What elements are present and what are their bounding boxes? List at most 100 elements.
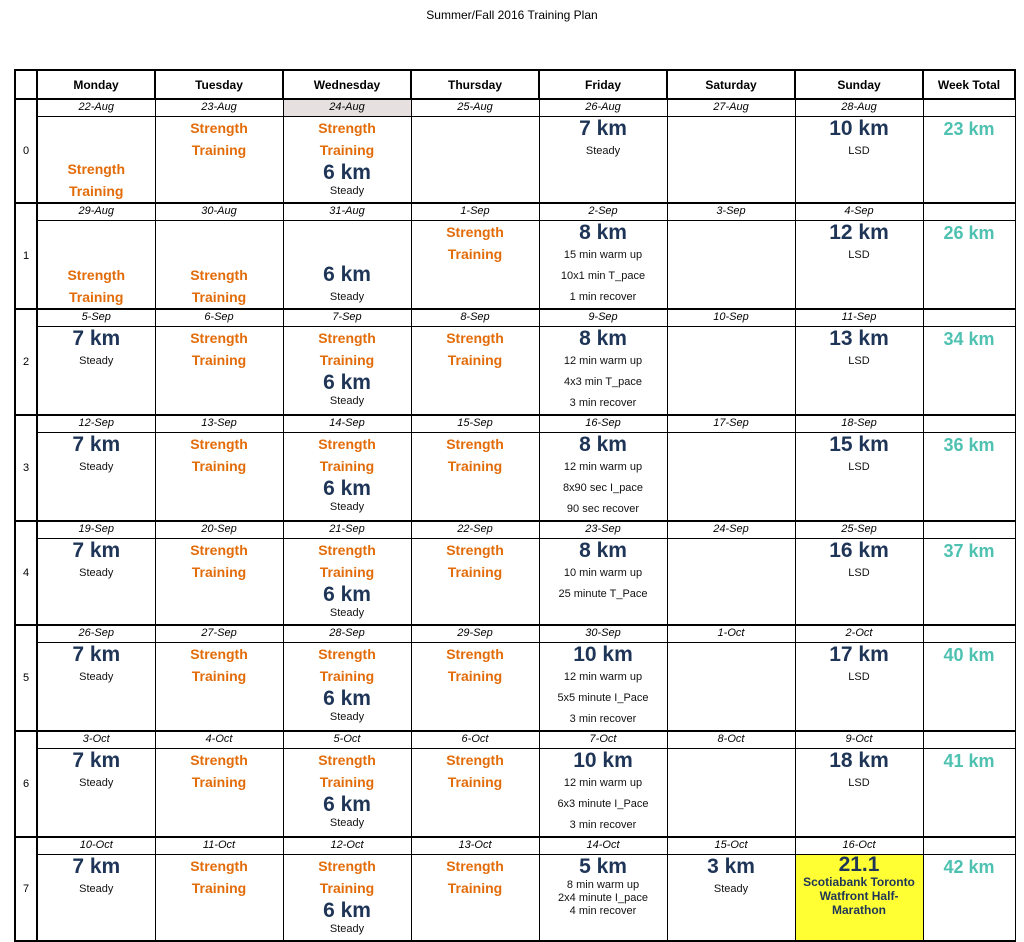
date-cell: 11-Sep xyxy=(794,308,924,327)
workout-cell: 3 km Steady xyxy=(666,854,796,942)
distance: 6 km xyxy=(323,793,371,816)
total-date-spacer xyxy=(922,98,1016,117)
workout-content: Strength Training 6 km Steady xyxy=(284,327,410,408)
strength-training-label: Strength xyxy=(318,858,376,874)
total-date-spacer xyxy=(922,308,1016,327)
strength-training-label: Training xyxy=(447,774,503,790)
workout-content: Strength Training xyxy=(156,117,282,161)
strength-training-label: Training xyxy=(319,458,375,474)
week-number: 5 xyxy=(14,624,38,732)
strength-training-label: Strength xyxy=(446,224,504,240)
date-cell: 4-Oct xyxy=(154,730,284,749)
workout-detail: 3 min recover xyxy=(569,819,637,831)
strength-training-label: Training xyxy=(191,289,247,305)
workout-cell: 10 km LSD xyxy=(794,116,924,204)
workout-content: 7 km Steady xyxy=(38,539,154,584)
race-name: Marathon xyxy=(832,903,886,917)
distance: 16 km xyxy=(829,539,889,562)
workout-content: Strength Training 6 km Steady xyxy=(284,117,410,198)
total-date-spacer xyxy=(922,202,1016,221)
workout-cell: Strength Training xyxy=(36,220,156,310)
distance: 6 km xyxy=(323,161,371,184)
date-cell: 25-Sep xyxy=(794,520,924,539)
date-cell: 30-Sep xyxy=(538,624,668,643)
workout-detail: Steady xyxy=(79,883,114,895)
race-distance: 21.1 xyxy=(838,854,880,876)
date-cell: 18-Sep xyxy=(794,414,924,433)
workout-row: 7 km Steady Strength Training Strength Traini… xyxy=(15,642,1016,732)
workout-content: 7 km Steady xyxy=(38,327,154,372)
date-cell: 23-Aug xyxy=(154,98,284,117)
date-cell: 22-Aug xyxy=(36,98,156,117)
workout-detail: 3 min recover xyxy=(569,713,637,725)
workout-detail: Steady xyxy=(329,395,365,407)
distance: 13 km xyxy=(829,327,889,350)
date-row: 1 29-Aug 30-Aug 31-Aug 1-Sep 2-Sep 3-Sep 4-Sep xyxy=(14,202,1016,310)
date-cell: 15-Oct xyxy=(666,836,796,855)
workout-cell: 6 km Steady xyxy=(282,220,412,310)
workout-cell: Strength Training xyxy=(410,748,540,838)
date-cell: 5-Oct xyxy=(282,730,412,749)
workout-detail: 12 min warm up xyxy=(563,461,643,473)
workout-content: Strength Training xyxy=(412,539,538,583)
workout-detail: 15 min warm up xyxy=(563,249,643,261)
workout-content: 12 km LSD xyxy=(796,221,922,266)
strength-training-label: Strength xyxy=(318,542,376,558)
training-plan-table: Monday Tuesday Wednesday Thursday Friday… xyxy=(14,69,1016,942)
strength-training-label: Training xyxy=(447,668,503,684)
workout-detail: 12 min warm up xyxy=(563,671,643,683)
distance: 17 km xyxy=(829,643,889,666)
workout-detail: 5x5 minute I_Pace xyxy=(557,692,649,704)
date-cell: 25-Aug xyxy=(410,98,540,117)
date-cell: 14-Sep xyxy=(282,414,412,433)
strength-training-label: Strength xyxy=(190,267,248,283)
workout-cell xyxy=(410,116,540,204)
workout-cell: Strength Training xyxy=(154,220,284,310)
week-total: 41 km xyxy=(943,751,995,771)
distance: 6 km xyxy=(323,687,371,710)
workout-cell: 8 km 12 min warm up 8x90 sec I_pace 90 sec … xyxy=(538,432,668,522)
week-total-cell: 37 km xyxy=(922,538,1016,626)
workout-content: 16 km LSD xyxy=(796,539,922,584)
workout-row: 7 km Steady Strength Training Strength Traini… xyxy=(15,538,1016,626)
workout-detail: LSD xyxy=(848,355,870,367)
workout-content: 7 km Steady xyxy=(38,749,154,794)
workout-cell xyxy=(666,116,796,204)
workout-content: Strength Training 6 km Steady xyxy=(284,749,410,830)
workout-content: Strength Training xyxy=(156,327,282,371)
strength-training-label: Training xyxy=(319,880,375,896)
workout-content: 10 km 12 min warm up 5x5 minute I_Pace 3 mi… xyxy=(540,643,666,729)
workout-cell: Strength Training xyxy=(154,432,284,522)
strength-training-label: Training xyxy=(191,352,247,368)
workout-cell: Strength Training xyxy=(154,326,284,416)
race-name: Scotiabank Toronto xyxy=(803,875,915,889)
date-row: 5 26-Sep 27-Sep 28-Sep 29-Sep 30-Sep 1-Oct 2-Oc… xyxy=(14,624,1016,732)
workout-cell: 17 km LSD xyxy=(794,642,924,732)
workout-detail: LSD xyxy=(848,461,870,473)
workout-content: 5 km 8 min warm up 2x4 minute I_pace 4 min … xyxy=(540,855,666,918)
week-total-cell: 23 km xyxy=(922,116,1016,204)
distance: 10 km xyxy=(829,117,889,140)
total-date-spacer xyxy=(922,730,1016,749)
workout-row: 7 km Steady Strength Training Strength Traini… xyxy=(15,854,1016,942)
date-cell: 22-Sep xyxy=(410,520,540,539)
workout-content: Strength Training xyxy=(412,749,538,793)
workout-cell: 7 km Steady xyxy=(36,642,156,732)
date-row: 4 19-Sep 20-Sep 21-Sep 22-Sep 23-Sep 24-Sep 25-… xyxy=(14,520,1016,626)
workout-content: Strength Training xyxy=(38,158,154,201)
date-cell: 8-Oct xyxy=(666,730,796,749)
strength-training-label: Training xyxy=(69,183,124,199)
distance: 6 km xyxy=(323,899,371,922)
week-total: 42 km xyxy=(943,857,995,877)
date-cell: 10-Oct xyxy=(36,836,156,855)
header-monday: Monday xyxy=(36,69,156,100)
date-row: 2 5-Sep 6-Sep 7-Sep 8-Sep 9-Sep 10-Sep 11-Sep xyxy=(14,308,1016,416)
workout-cell: Strength Training xyxy=(410,220,540,310)
strength-training-label: Training xyxy=(191,142,247,158)
workout-row: 7 km Steady Strength Training Strength Traini… xyxy=(15,432,1016,522)
workout-content: Strength Training 6 km Steady xyxy=(284,643,410,724)
workout-content: 7 km Steady xyxy=(540,117,666,162)
workout-cell: Strength Training xyxy=(154,116,284,204)
workout-content: 17 km LSD xyxy=(796,643,922,688)
workout-content: 7 km Steady xyxy=(38,855,154,900)
